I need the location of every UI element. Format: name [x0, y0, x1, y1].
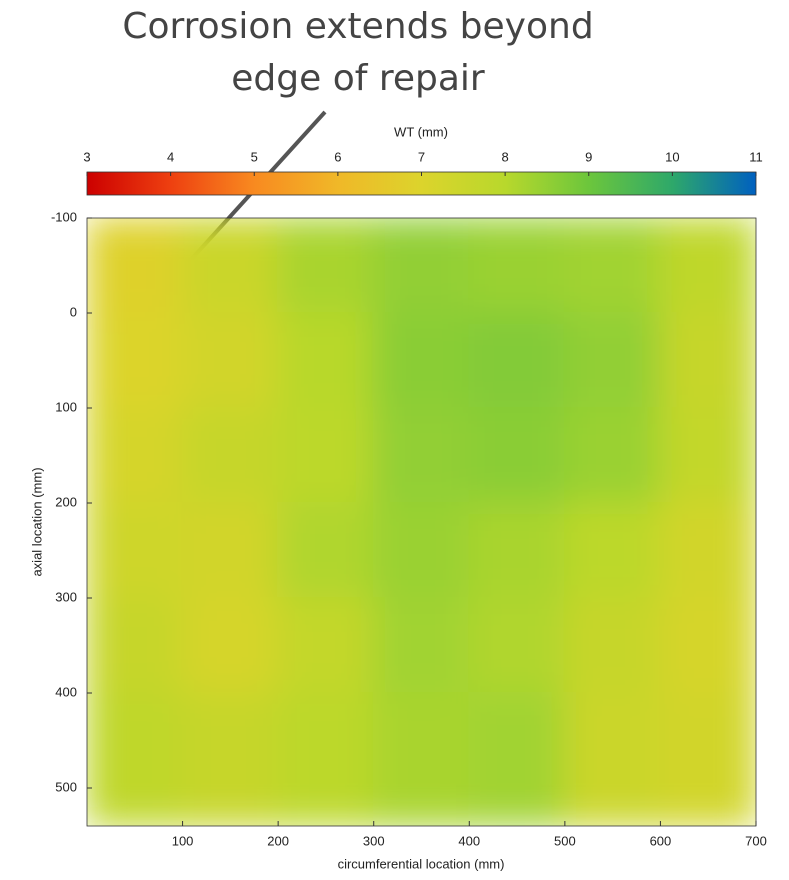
heatmap-cell [86, 217, 184, 314]
heatmap-cell [659, 407, 757, 504]
heatmap-cell [564, 407, 662, 504]
colorbar-label: WT (mm) [394, 124, 448, 139]
chart: Corrosion extends beyond edge of repair … [0, 0, 789, 880]
heatmap-cell [86, 407, 184, 504]
heatmap-cell [277, 217, 375, 314]
heatmap-cell [564, 312, 662, 409]
heatmap-cell [468, 312, 566, 409]
heatmap-cell [277, 692, 375, 827]
heatmap-cell [86, 312, 184, 409]
x-tick-label: 400 [458, 833, 480, 848]
heatmap-cell [373, 312, 471, 409]
annotation: Corrosion extends beyond [122, 6, 593, 47]
heatmap-cell [468, 217, 566, 314]
y-tick-label: 500 [55, 779, 77, 794]
heatmap-cell [564, 692, 662, 827]
x-tick-label: 100 [172, 833, 194, 848]
y-tick-label: 100 [55, 399, 77, 414]
y-tick-label: 0 [70, 304, 77, 319]
heatmap-cell [86, 502, 184, 599]
colorbar-tick-label: 9 [585, 149, 592, 164]
heatmap-cell [468, 407, 566, 504]
y-tick-label: -100 [51, 209, 77, 224]
colorbar-tick-label: 4 [167, 149, 174, 164]
colorbar-tick-label: 8 [502, 149, 509, 164]
heatmap-cell [182, 217, 280, 314]
heatmap-cell [277, 312, 375, 409]
heatmap-cell [564, 217, 662, 314]
heatmap-cell [659, 597, 757, 694]
heatmap-cell [659, 502, 757, 599]
heatmap-cell [564, 502, 662, 599]
heatmap-cell [373, 217, 471, 314]
colorbar-tick-label: 11 [749, 149, 763, 164]
heatmap-cell [373, 407, 471, 504]
colorbar-tick-label: 7 [418, 149, 425, 164]
x-tick-label: 500 [554, 833, 576, 848]
heatmap-cell [277, 597, 375, 694]
y-tick-label: 400 [55, 684, 77, 699]
heatmap-cell [468, 502, 566, 599]
heatmap-cell [659, 312, 757, 409]
y-tick-label: 200 [55, 494, 77, 509]
colorbar-tick-label: 3 [83, 149, 90, 164]
heatmap-cell [182, 502, 280, 599]
heatmap [86, 217, 757, 827]
heatmap-cell [659, 217, 757, 314]
heatmap-cell [86, 692, 184, 827]
colorbar-tick-label: 6 [334, 149, 341, 164]
x-tick-label: 600 [650, 833, 672, 848]
y-axis-label: axial location (mm) [29, 467, 44, 576]
heatmap-cell [659, 692, 757, 827]
heatmap-cell [86, 597, 184, 694]
heatmap-cell [468, 597, 566, 694]
x-tick-label: 300 [363, 833, 385, 848]
heatmap-cell [564, 597, 662, 694]
heatmap-cell [277, 502, 375, 599]
x-axis-label: circumferential location (mm) [338, 856, 505, 871]
x-tick-label: 700 [745, 833, 767, 848]
heatmap-cell [182, 692, 280, 827]
heatmap-cell [373, 692, 471, 827]
heatmap-cell [373, 502, 471, 599]
x-tick-label: 200 [267, 833, 289, 848]
colorbar-tick-label: 10 [665, 149, 679, 164]
heatmap-cell [182, 597, 280, 694]
heatmap-cell [182, 312, 280, 409]
heatmap-cell [468, 692, 566, 827]
heatmap-cell [277, 407, 375, 504]
annotation: edge of repair [231, 58, 485, 99]
heatmap-cell [373, 597, 471, 694]
heatmap-cell [182, 407, 280, 504]
colorbar-tick-label: 5 [251, 149, 258, 164]
y-tick-label: 300 [55, 589, 77, 604]
